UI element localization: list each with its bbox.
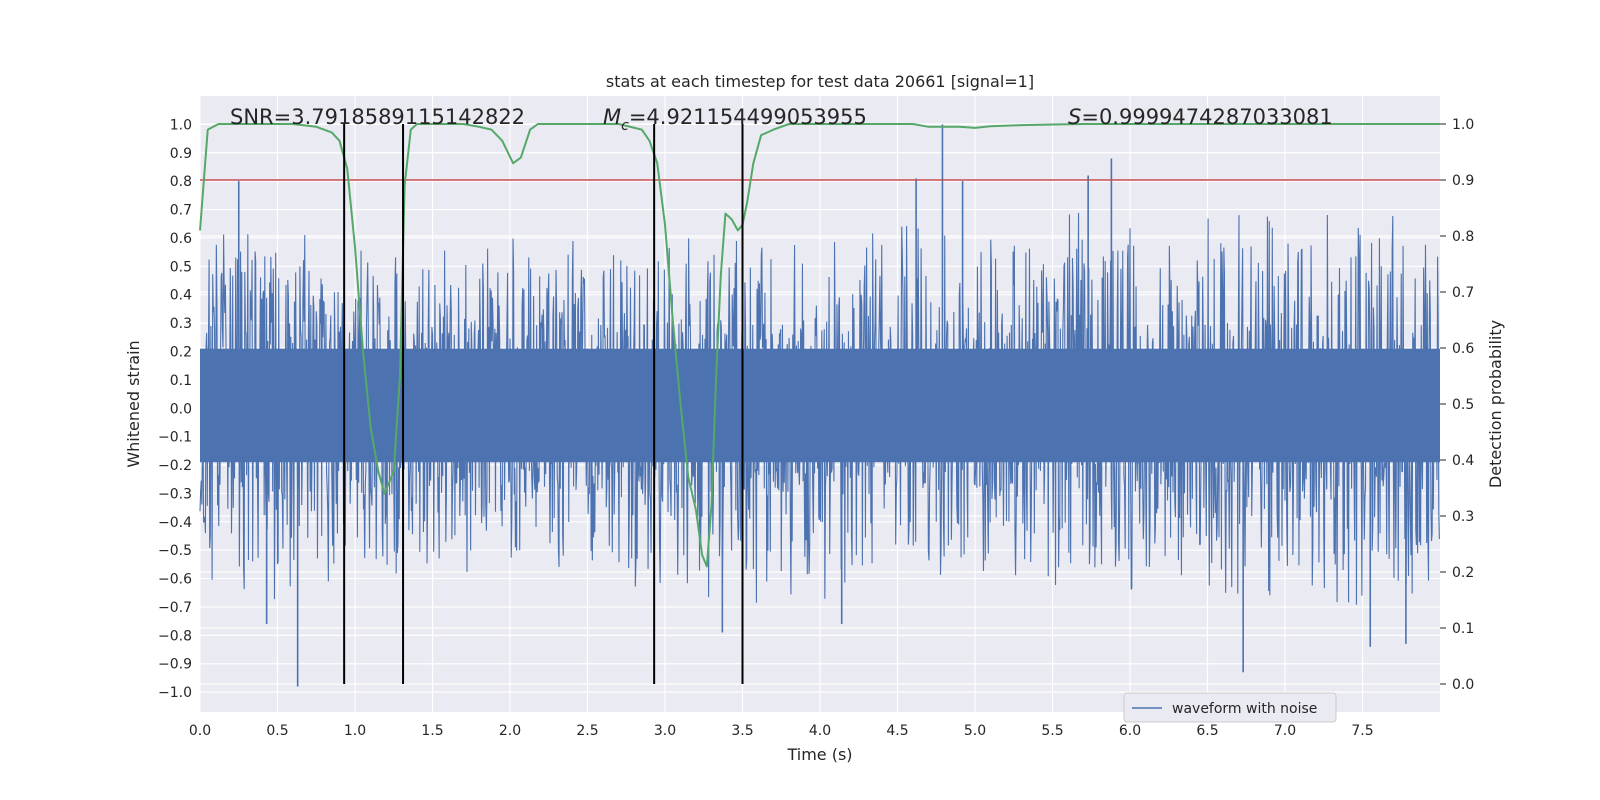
y-left-tick-label: −0.5 (158, 543, 192, 559)
x-tick-label: 3.0 (654, 723, 676, 739)
x-tick-label: 0.5 (266, 723, 288, 739)
y-left-tick-label: 0.5 (170, 259, 192, 275)
chirp-mass-annotation: Mc=4.921154499053955 (603, 105, 867, 134)
y-right-axis-label: Detection probability (1486, 320, 1505, 488)
y-left-tick-label: 0.7 (170, 203, 192, 219)
y-right-axis-ticks: 0.0 0.1 0.2 0.3 0.4 0.5 0.6 0.7 0.8 0.9 1.0 (1440, 117, 1474, 693)
y-left-tick-label: 0.2 (170, 344, 192, 360)
x-axis-label: Time (s) (786, 745, 852, 764)
y-right-tick-label: 0.0 (1452, 677, 1474, 693)
x-axis-ticks: 0.0 0.5 1.0 1.5 2.0 2.5 3.0 3.5 4.0 4.5 5.0 5.5 6.0 6… (189, 723, 1374, 739)
y-left-tick-label: 0.4 (170, 288, 192, 304)
y-left-tick-label: −0.1 (158, 430, 192, 446)
y-right-tick-label: 0.7 (1452, 285, 1474, 301)
y-left-axis-label: Whitened strain (124, 340, 143, 467)
legend-label-waveform: waveform with noise (1172, 701, 1317, 717)
x-tick-label: 3.5 (731, 723, 753, 739)
y-right-tick-label: 0.4 (1452, 453, 1474, 469)
y-left-tick-label: 0.3 (170, 316, 192, 332)
x-tick-label: 5.0 (964, 723, 986, 739)
y-right-tick-label: 0.6 (1452, 341, 1474, 357)
x-tick-label: 7.0 (1274, 723, 1296, 739)
y-right-tick-label: 0.9 (1452, 173, 1474, 189)
chirp-mass-subscript: c (621, 118, 629, 134)
y-right-tick-label: 0.5 (1452, 397, 1474, 413)
y-left-tick-label: 0.0 (170, 401, 192, 417)
y-left-tick-label: 0.1 (170, 373, 192, 389)
x-tick-label: 2.0 (499, 723, 521, 739)
waveform-band (200, 348, 1440, 463)
x-tick-label: 1.5 (421, 723, 443, 739)
x-tick-label: 5.5 (1041, 723, 1063, 739)
y-left-tick-label: −1.0 (158, 685, 192, 701)
score-value: =0.9999474287033081 (1081, 105, 1332, 129)
chirp-mass-value: =4.921154499053955 (629, 105, 867, 129)
snr-annotation: SNR=3.7918589115142822 (230, 105, 525, 129)
x-tick-label: 6.5 (1196, 723, 1218, 739)
chirp-mass-symbol: M (603, 105, 621, 129)
x-tick-label: 6.0 (1119, 723, 1141, 739)
x-tick-label: 4.5 (886, 723, 908, 739)
y-left-tick-label: −0.7 (158, 600, 192, 616)
y-left-tick-label: 0.8 (170, 174, 192, 190)
x-tick-label: 7.5 (1351, 723, 1373, 739)
waveform-series (199, 124, 1440, 687)
y-right-tick-label: 0.3 (1452, 509, 1474, 525)
x-tick-label: 4.0 (809, 723, 831, 739)
y-left-tick-label: −0.8 (158, 628, 192, 644)
chart-title: stats at each timestep for test data 206… (606, 72, 1034, 91)
y-right-tick-label: 0.8 (1452, 229, 1474, 245)
x-tick-label: 0.0 (189, 723, 211, 739)
y-left-tick-label: 0.6 (170, 231, 192, 247)
vertical-markers (343, 124, 744, 684)
y-left-tick-label: −0.2 (158, 458, 192, 474)
score-annotation: S=0.9999474287033081 (1068, 105, 1333, 129)
y-left-tick-label: 0.9 (170, 146, 192, 162)
legend: waveform with noise (1123, 692, 1337, 723)
y-left-tick-label: −0.9 (158, 657, 192, 673)
x-tick-label: 1.0 (344, 723, 366, 739)
y-left-tick-label: −0.4 (158, 515, 192, 531)
y-right-tick-label: 1.0 (1452, 117, 1474, 133)
score-symbol: S (1068, 105, 1081, 129)
y-left-tick-label: 1.0 (170, 117, 192, 133)
y-left-axis-ticks: −1.0 −0.9 −0.8 −0.7 −0.6 −0.5 −0.4 −0.3 −0.2 −0.1… (158, 117, 192, 701)
y-right-tick-label: 0.1 (1452, 621, 1474, 637)
y-left-tick-label: −0.3 (158, 486, 192, 502)
y-left-tick-label: −0.6 (158, 572, 192, 588)
legend-box (1123, 692, 1337, 723)
y-right-tick-label: 0.2 (1452, 565, 1474, 581)
x-tick-label: 2.5 (576, 723, 598, 739)
